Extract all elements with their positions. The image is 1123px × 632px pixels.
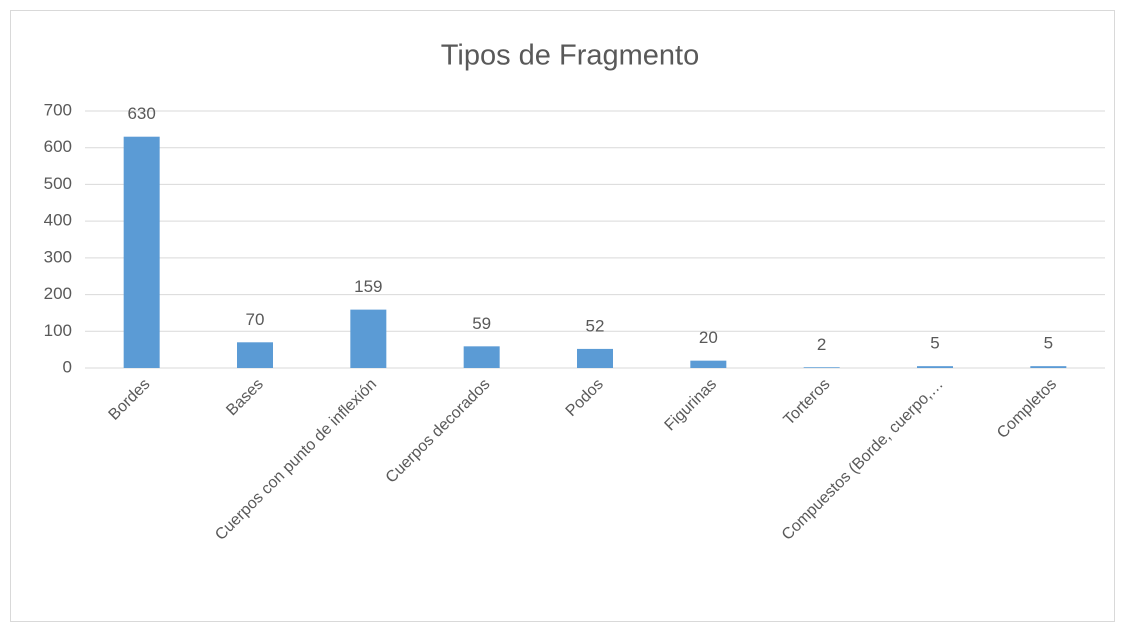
- chart-title: Tipos de Fragmento: [441, 40, 699, 72]
- data-label: 2: [817, 335, 826, 354]
- data-label: 630: [127, 104, 155, 123]
- data-label: 5: [1044, 334, 1053, 353]
- data-label: 59: [472, 314, 491, 333]
- data-label: 70: [246, 310, 265, 329]
- y-tick-label: 500: [44, 174, 72, 193]
- y-tick-label: 400: [44, 211, 72, 230]
- bar: [123, 136, 160, 368]
- y-tick-label: 700: [44, 100, 72, 119]
- y-tick-label: 600: [44, 137, 72, 156]
- y-tick-label: 300: [44, 247, 72, 266]
- bar: [690, 360, 727, 368]
- chart-border: [10, 10, 1115, 622]
- data-label: 20: [699, 328, 718, 347]
- bar: [463, 346, 500, 368]
- bar: [237, 342, 273, 368]
- bar: [803, 367, 840, 368]
- bar: [577, 348, 613, 368]
- bar: [917, 366, 953, 368]
- bar: [1030, 366, 1067, 368]
- data-label: 159: [354, 277, 382, 296]
- y-tick-label: 200: [44, 284, 72, 303]
- y-tick-label: 0: [63, 357, 72, 376]
- data-label: 5: [930, 334, 939, 353]
- data-label: 52: [586, 316, 605, 335]
- y-tick-label: 100: [44, 321, 72, 340]
- bar: [350, 309, 387, 368]
